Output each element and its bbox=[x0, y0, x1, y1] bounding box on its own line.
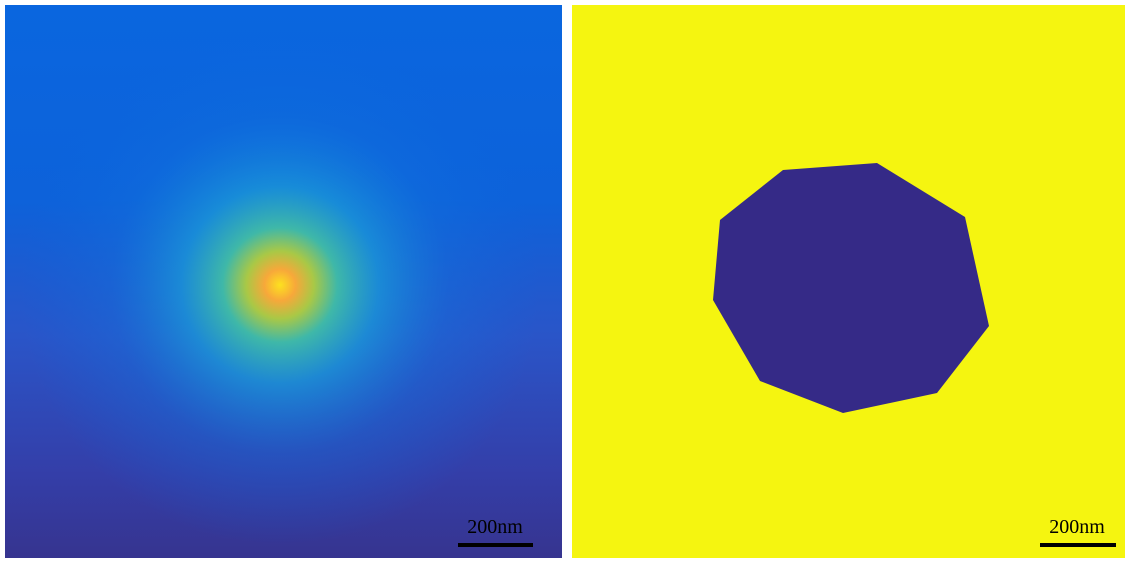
right-panel: 200nm bbox=[572, 5, 1125, 558]
page: 200nm 200nm (() => { const data = JSON.p… bbox=[0, 0, 1127, 563]
scale-bar-label: 200nm bbox=[467, 516, 523, 538]
scale-bar bbox=[458, 543, 533, 547]
figure: 200nm 200nm bbox=[0, 0, 1127, 563]
hot-spot bbox=[5, 5, 562, 558]
scale-bar-label: 200nm bbox=[1049, 516, 1105, 538]
left-panel: 200nm bbox=[5, 5, 562, 558]
scale-bar bbox=[1040, 543, 1116, 547]
